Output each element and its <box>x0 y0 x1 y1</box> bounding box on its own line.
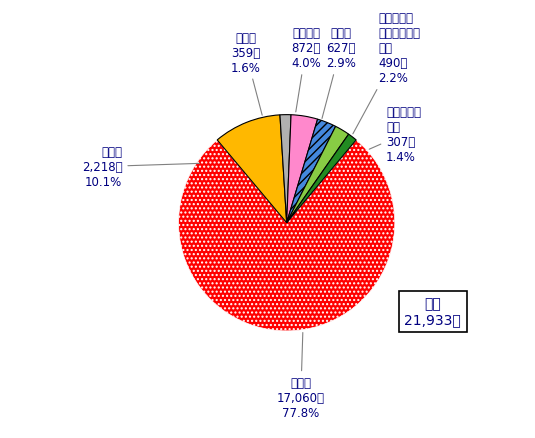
Wedge shape <box>287 120 335 223</box>
Wedge shape <box>217 116 287 223</box>
Text: 合計
21,933件: 合計 21,933件 <box>404 297 461 327</box>
Wedge shape <box>287 135 356 223</box>
Text: 日本国籍
872件
4.0%: 日本国籍 872件 4.0% <box>291 27 321 113</box>
Wedge shape <box>287 116 318 223</box>
Wedge shape <box>179 141 395 331</box>
Text: その他
359件
1.6%: その他 359件 1.6% <box>231 32 262 116</box>
Text: ノルウェー
国籍
307件
1.4%: ノルウェー 国籍 307件 1.4% <box>369 106 421 164</box>
Text: 欧州（ノル
ウェー除く）
国籍
490件
2.2%: 欧州（ノル ウェー除く） 国籍 490件 2.2% <box>353 12 421 134</box>
Wedge shape <box>287 127 349 223</box>
Text: 米国籍
627件
2.9%: 米国籍 627件 2.9% <box>322 27 356 119</box>
Text: 韓国籍
2,218件
10.1%: 韓国籍 2,218件 10.1% <box>82 146 200 189</box>
Wedge shape <box>280 115 291 223</box>
Text: 中国籍
17,060件
77.8%: 中国籍 17,060件 77.8% <box>277 333 325 419</box>
